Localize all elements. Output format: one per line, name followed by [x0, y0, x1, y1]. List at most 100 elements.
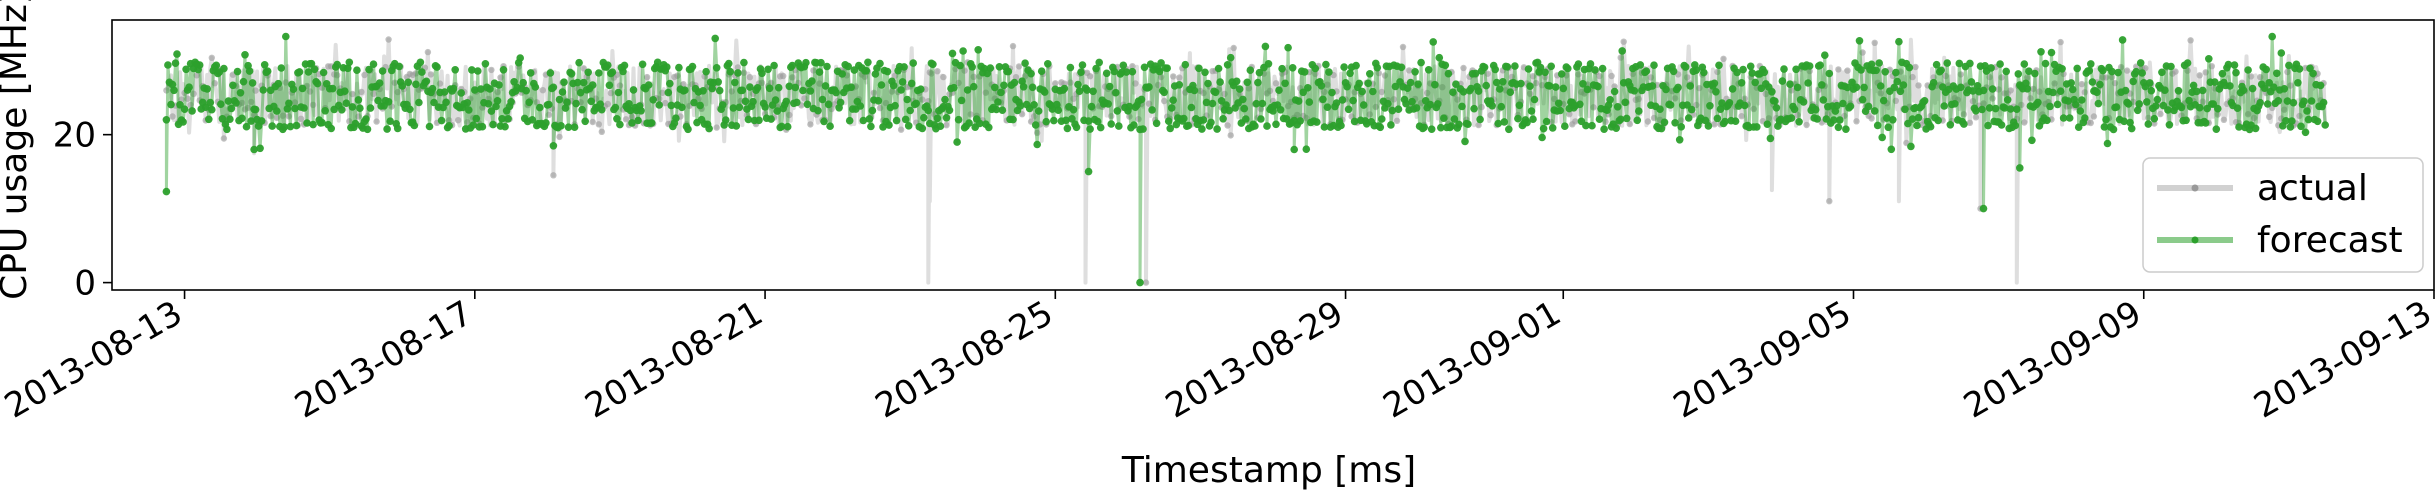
- data-point: [2068, 85, 2077, 94]
- data-point: [1932, 60, 1941, 69]
- data-point: [664, 88, 673, 97]
- data-point: [1251, 122, 1259, 130]
- data-point: [2260, 84, 2269, 92]
- data-point: [1009, 115, 1017, 124]
- data-point: [1539, 124, 1548, 133]
- data-point: [1859, 49, 1866, 56]
- data-point: [2024, 74, 2031, 81]
- data-point: [1538, 133, 1546, 142]
- data-point: [604, 100, 611, 108]
- data-point: [823, 62, 831, 71]
- data-point: [749, 97, 757, 106]
- data-point: [1030, 101, 1038, 109]
- data-point: [1296, 117, 1304, 125]
- data-point: [378, 67, 387, 75]
- data-point: [1662, 85, 1670, 94]
- data-point: [1576, 100, 1584, 109]
- data-point: [1160, 88, 1168, 97]
- data-point: [1343, 82, 1351, 91]
- data-point: [2307, 97, 2316, 105]
- data-point: [649, 96, 657, 104]
- data-point: [897, 86, 905, 94]
- data-point: [1004, 67, 1013, 76]
- data-point: [173, 50, 181, 58]
- data-point: [1765, 115, 1773, 122]
- data-point: [245, 67, 254, 75]
- data-point: [472, 114, 481, 123]
- data-point: [613, 115, 621, 123]
- data-point: [238, 114, 246, 123]
- data-point: [244, 104, 252, 112]
- data-point: [1219, 115, 1227, 123]
- data-point: [412, 70, 420, 77]
- data-point: [1792, 65, 1800, 74]
- data-point: [1491, 65, 1499, 74]
- data-point: [735, 103, 744, 112]
- data-point: [464, 119, 471, 126]
- data-point: [533, 99, 540, 106]
- data-point: [2132, 67, 2140, 76]
- data-point: [195, 61, 204, 69]
- data-point: [1978, 105, 1986, 114]
- data-point: [954, 115, 963, 124]
- data-point: [289, 85, 298, 93]
- data-point: [1496, 85, 1504, 93]
- data-point: [862, 67, 871, 75]
- data-point: [2147, 86, 2156, 95]
- data-point: [1414, 80, 1422, 88]
- data-point: [1366, 70, 1374, 78]
- data-point: [1243, 78, 1252, 87]
- data-point: [1819, 96, 1828, 104]
- data-point: [1706, 102, 1714, 110]
- data-point: [1405, 67, 1413, 74]
- data-point: [945, 106, 954, 115]
- data-point: [1317, 82, 1326, 90]
- data-point: [478, 122, 487, 131]
- data-point: [257, 117, 266, 125]
- data-point: [888, 88, 896, 95]
- data-point: [2099, 66, 2107, 75]
- data-point: [793, 98, 801, 107]
- data-point: [2121, 86, 2130, 95]
- data-point: [688, 62, 697, 71]
- data-point: [1890, 83, 1899, 92]
- data-point: [1137, 95, 1146, 104]
- data-point: [1622, 114, 1631, 123]
- data-point: [758, 79, 766, 87]
- data-point: [588, 81, 597, 89]
- x-tick-label: 2013-08-29: [1159, 293, 1350, 426]
- data-point: [936, 122, 945, 130]
- data-point: [803, 100, 812, 109]
- data-point: [1728, 85, 1737, 93]
- data-point: [1901, 105, 1909, 114]
- series-forecast: [162, 32, 2329, 287]
- data-point: [1204, 79, 1212, 88]
- data-point: [1214, 64, 1223, 73]
- data-point: [1595, 115, 1604, 123]
- data-point: [1170, 73, 1177, 80]
- legend-actual-marker: [2191, 184, 2199, 192]
- data-point: [1223, 61, 1232, 69]
- data-point: [1087, 102, 1096, 111]
- data-point: [1960, 111, 1968, 118]
- data-point: [1839, 99, 1847, 108]
- data-point: [1985, 104, 1994, 112]
- data-point: [184, 95, 191, 102]
- data-point: [934, 68, 941, 75]
- data-point: [1650, 61, 1658, 69]
- data-point: [771, 96, 780, 104]
- data-point: [1487, 112, 1494, 119]
- data-point: [2316, 81, 2325, 90]
- data-point: [1325, 68, 1333, 76]
- data-point: [1946, 121, 1955, 129]
- data-point: [1766, 134, 1775, 143]
- data-point: [628, 119, 636, 127]
- data-point: [1833, 101, 1841, 110]
- data-point: [1050, 116, 1058, 125]
- data-point: [1986, 73, 1993, 81]
- data-point: [545, 111, 553, 119]
- data-point: [1830, 116, 1838, 124]
- data-point: [193, 72, 200, 79]
- data-point: [1612, 124, 1620, 132]
